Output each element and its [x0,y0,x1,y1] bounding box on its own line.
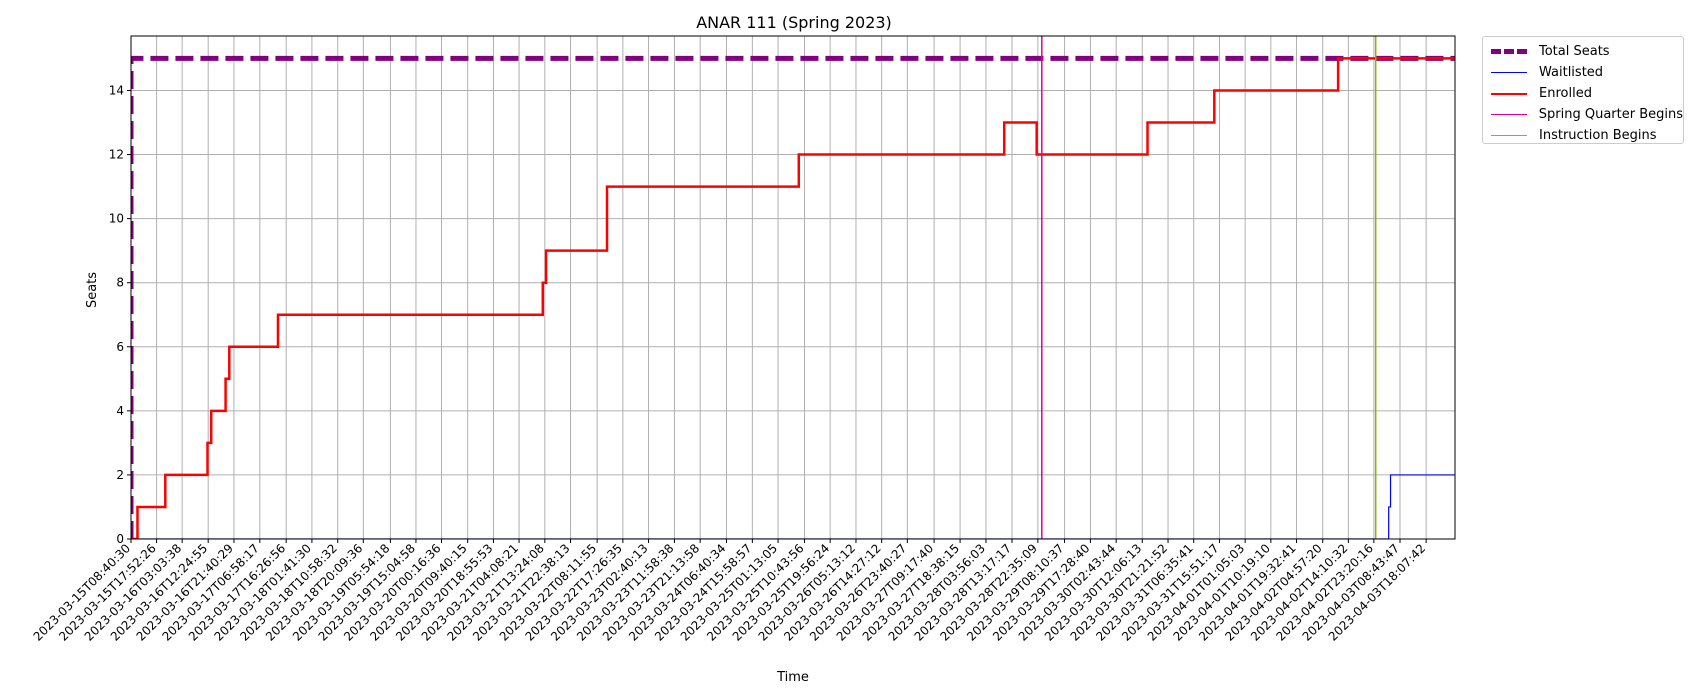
legend-item-enrolled: Enrolled [1491,83,1683,104]
legend-item-instruction-begins: Instruction Begins [1491,125,1683,146]
legend-label: Waitlisted [1539,65,1604,80]
legend-swatch [1491,114,1527,115]
y-tick-label: 6 [116,340,124,354]
y-tick-label: 12 [109,148,124,162]
legend: Total Seats Waitlisted Enrolled Spring Q… [1482,36,1684,144]
chart-title: ANAR 111 (Spring 2023) [696,13,892,32]
series-total-seats [131,55,1455,539]
legend-swatch [1491,49,1527,54]
x-tick-labels: 2023-03-15T08:40:302023-03-15T17:52:2620… [31,539,1428,644]
legend-item-waitlisted: Waitlisted [1491,62,1683,83]
legend-label: Spring Quarter Begins [1538,107,1683,122]
plot-frame [130,35,1456,540]
series-waitlisted [131,474,1455,539]
y-tick-label: 4 [116,404,124,418]
grid [130,36,1455,540]
y-tick-label: 2 [116,468,124,482]
legend-label: Enrolled [1539,86,1592,101]
y-tick-label: 8 [116,276,124,290]
legend-swatch [1491,135,1527,136]
y-tick-label: 14 [109,83,124,97]
legend-label: Total Seats [1539,44,1610,59]
y-tick-label: 10 [109,212,124,226]
y-tick-labels: 0 2 4 6 8 10 12 14 [109,83,131,546]
series-enrolled [131,57,1455,539]
legend-item-total-seats: Total Seats [1491,41,1683,62]
legend-swatch [1491,92,1527,95]
legend-label: Instruction Begins [1539,128,1657,143]
legend-swatch [1491,72,1527,73]
x-axis-label: Time [776,670,809,685]
y-axis-label: Seats [85,272,100,308]
legend-item-spring-quarter-begins: Spring Quarter Begins [1491,104,1683,125]
y-tick-label: 0 [116,532,124,546]
series-lines [131,36,1455,539]
